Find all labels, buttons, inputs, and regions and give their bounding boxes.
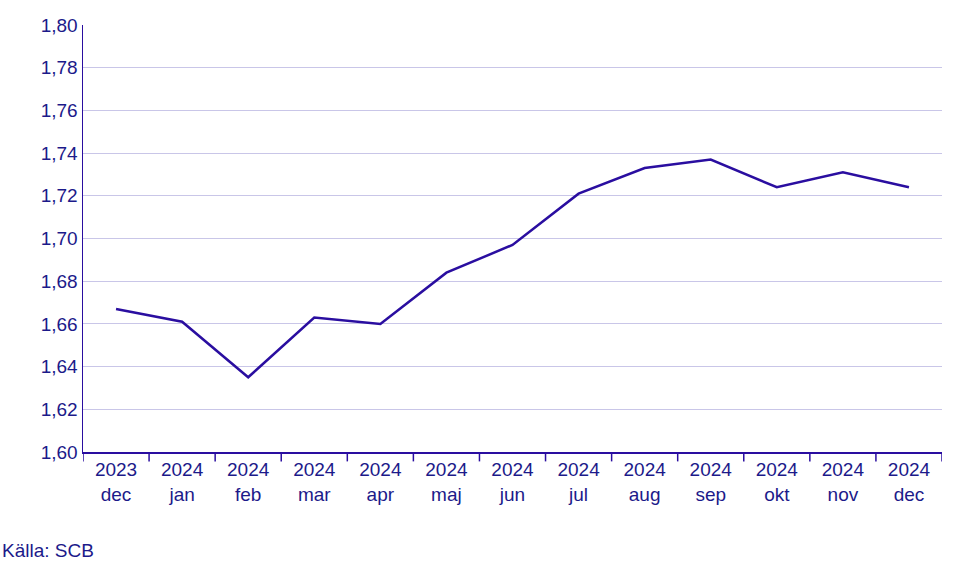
- svg-text:1,80: 1,80: [41, 15, 78, 36]
- svg-text:1,62: 1,62: [41, 399, 78, 420]
- svg-text:2023dec: 2023dec: [95, 459, 137, 505]
- svg-text:2024aug: 2024aug: [624, 459, 667, 505]
- svg-text:2024dec: 2024dec: [888, 459, 931, 505]
- svg-text:1,72: 1,72: [41, 185, 78, 206]
- svg-text:Källa: SCB: Källa: SCB: [2, 540, 94, 561]
- svg-text:1,64: 1,64: [41, 356, 78, 377]
- svg-text:2024jun: 2024jun: [491, 459, 534, 505]
- svg-text:2024maj: 2024maj: [425, 459, 468, 505]
- svg-text:2024okt: 2024okt: [756, 459, 799, 505]
- svg-text:1,76: 1,76: [41, 100, 78, 121]
- svg-text:1,66: 1,66: [41, 314, 78, 335]
- svg-text:2024nov: 2024nov: [822, 459, 865, 505]
- svg-text:1,78: 1,78: [41, 57, 78, 78]
- svg-text:2024jan: 2024jan: [161, 459, 204, 505]
- svg-text:2024jul: 2024jul: [557, 459, 600, 505]
- svg-text:1,70: 1,70: [41, 228, 78, 249]
- svg-text:2024feb: 2024feb: [227, 459, 270, 505]
- svg-text:1,74: 1,74: [41, 143, 78, 164]
- svg-text:2024mar: 2024mar: [293, 459, 336, 505]
- svg-text:1,60: 1,60: [41, 442, 78, 463]
- svg-text:2024sep: 2024sep: [690, 459, 733, 505]
- svg-text:2024apr: 2024apr: [359, 459, 402, 505]
- svg-text:1,68: 1,68: [41, 271, 78, 292]
